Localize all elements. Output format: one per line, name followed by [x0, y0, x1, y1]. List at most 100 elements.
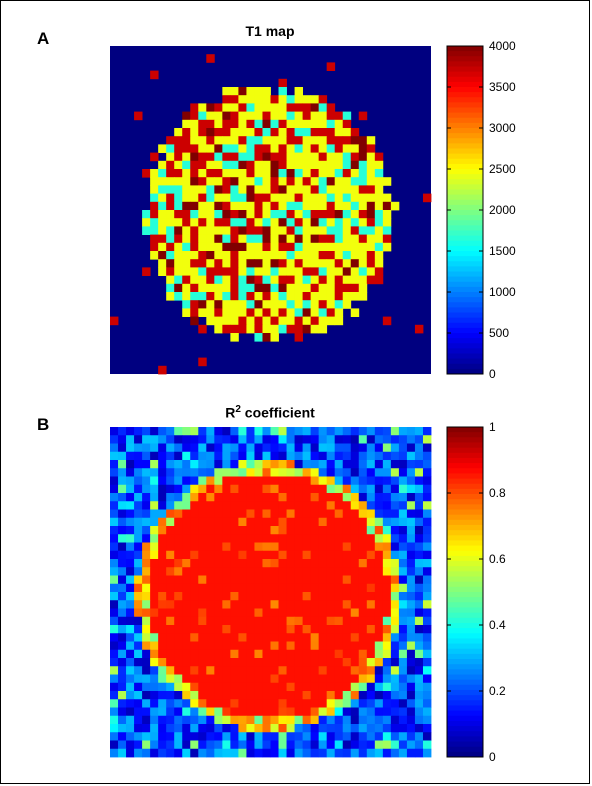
- heatmap-cell: [246, 517, 255, 527]
- heatmap-cell: [326, 283, 336, 293]
- heatmap-cell: [142, 534, 151, 543]
- heatmap-cell: [246, 193, 255, 203]
- heatmap-cell: [262, 95, 271, 104]
- heatmap-cell: [310, 641, 320, 651]
- heatmap-cell: [342, 427, 352, 436]
- heatmap-cell: [358, 674, 368, 684]
- heatmap-cell: [174, 509, 183, 519]
- heatmap-cell: [302, 641, 312, 651]
- heatmap-cell: [262, 567, 271, 576]
- heatmap-cell: [334, 119, 344, 129]
- heatmap-cell: [422, 608, 432, 618]
- heatmap-cell: [246, 283, 255, 293]
- heatmap-cell: [318, 283, 328, 293]
- heatmap-cell: [150, 242, 159, 252]
- heatmap-cell: [174, 526, 183, 535]
- heatmap-cell: [126, 583, 135, 593]
- heatmap-cell: [214, 251, 223, 260]
- heatmap-cell: [150, 210, 159, 219]
- heatmap-cell: [326, 201, 336, 211]
- heatmap-cell: [166, 267, 175, 276]
- heatmap-cell: [238, 550, 247, 560]
- colorbar-segment: [447, 81, 483, 88]
- heatmap-cell: [230, 468, 239, 477]
- heatmap-cell: [294, 443, 304, 453]
- heatmap-cell: [310, 550, 320, 560]
- heatmap-cell: [254, 226, 263, 235]
- heatmap-cell: [262, 625, 271, 634]
- heatmap-cell: [190, 267, 199, 276]
- heatmap-cell: [174, 633, 183, 642]
- heatmap-cell: [326, 666, 336, 675]
- heatmap-cell: [238, 608, 247, 618]
- heatmap-cell: [414, 468, 424, 477]
- heatmap-cell: [262, 275, 271, 285]
- heatmap-cell: [358, 583, 368, 593]
- heatmap-cell: [294, 136, 304, 145]
- heatmap-cell: [126, 608, 135, 618]
- heatmap-cell: [342, 517, 352, 527]
- heatmap-cell: [126, 526, 135, 535]
- heatmap-cell: [326, 226, 336, 235]
- heatmap-cell: [390, 484, 400, 494]
- heatmap-cell: [382, 691, 392, 700]
- heatmap-cell: [358, 169, 368, 178]
- heatmap-cell: [126, 592, 135, 601]
- heatmap-cell: [294, 210, 304, 219]
- heatmap-cell: [230, 699, 239, 708]
- colorbar-segment: [447, 736, 483, 743]
- heatmap-cell: [390, 616, 400, 626]
- heatmap-cell: [166, 600, 175, 609]
- heatmap-cell: [190, 242, 199, 252]
- heatmap-cell: [118, 559, 127, 568]
- heatmap-cell: [334, 443, 344, 453]
- heatmap-cell: [278, 633, 287, 642]
- heatmap-cell: [358, 542, 368, 552]
- heatmap-cell: [254, 185, 263, 194]
- heatmap-cell: [390, 567, 400, 576]
- heatmap-cell: [422, 501, 432, 510]
- heatmap-cell: [182, 682, 191, 692]
- heatmap-cell: [174, 144, 183, 153]
- heatmap-cell: [262, 308, 271, 317]
- heatmap-cell: [302, 476, 312, 486]
- heatmap-cell: [246, 95, 255, 104]
- heatmap-cell: [150, 468, 159, 477]
- heatmap-cell: [214, 748, 223, 758]
- heatmap-cell: [382, 575, 392, 585]
- heatmap-cell: [302, 316, 312, 326]
- heatmap-cell: [246, 144, 255, 153]
- heatmap-cell: [334, 242, 344, 252]
- heatmap-cell: [118, 616, 127, 626]
- heatmap-cell: [278, 517, 287, 527]
- heatmap-cell: [214, 242, 223, 252]
- heatmap-cell: [382, 699, 392, 708]
- heatmap-cell: [366, 691, 376, 700]
- heatmap-cell: [366, 641, 376, 651]
- heatmap-cell: [198, 427, 207, 436]
- colorbar-tick-label: 0.8: [489, 486, 506, 500]
- heatmap-cell: [414, 550, 424, 560]
- heatmap-cell: [310, 674, 320, 684]
- heatmap-cell: [206, 283, 215, 293]
- heatmap-cell: [214, 177, 223, 186]
- heatmap-cell: [358, 592, 368, 601]
- heatmap-cell: [158, 267, 167, 276]
- heatmap-cell: [150, 550, 159, 560]
- heatmap-cell: [190, 460, 199, 469]
- heatmap-cell: [406, 468, 416, 477]
- heatmap-cell: [270, 608, 279, 618]
- heatmap-cell: [302, 144, 312, 153]
- heatmap-cell: [190, 144, 199, 153]
- heatmap-cell: [382, 427, 392, 436]
- colorbar-segment: [447, 700, 483, 706]
- heatmap-cell: [270, 292, 279, 301]
- heatmap-cell: [326, 699, 336, 708]
- heatmap-cell: [238, 526, 247, 535]
- heatmap-cell: [190, 666, 199, 675]
- heatmap-cell: [334, 210, 344, 219]
- heatmap-cell: [374, 691, 384, 700]
- heatmap-cell: [238, 292, 247, 301]
- heatmap-cell: [174, 169, 183, 178]
